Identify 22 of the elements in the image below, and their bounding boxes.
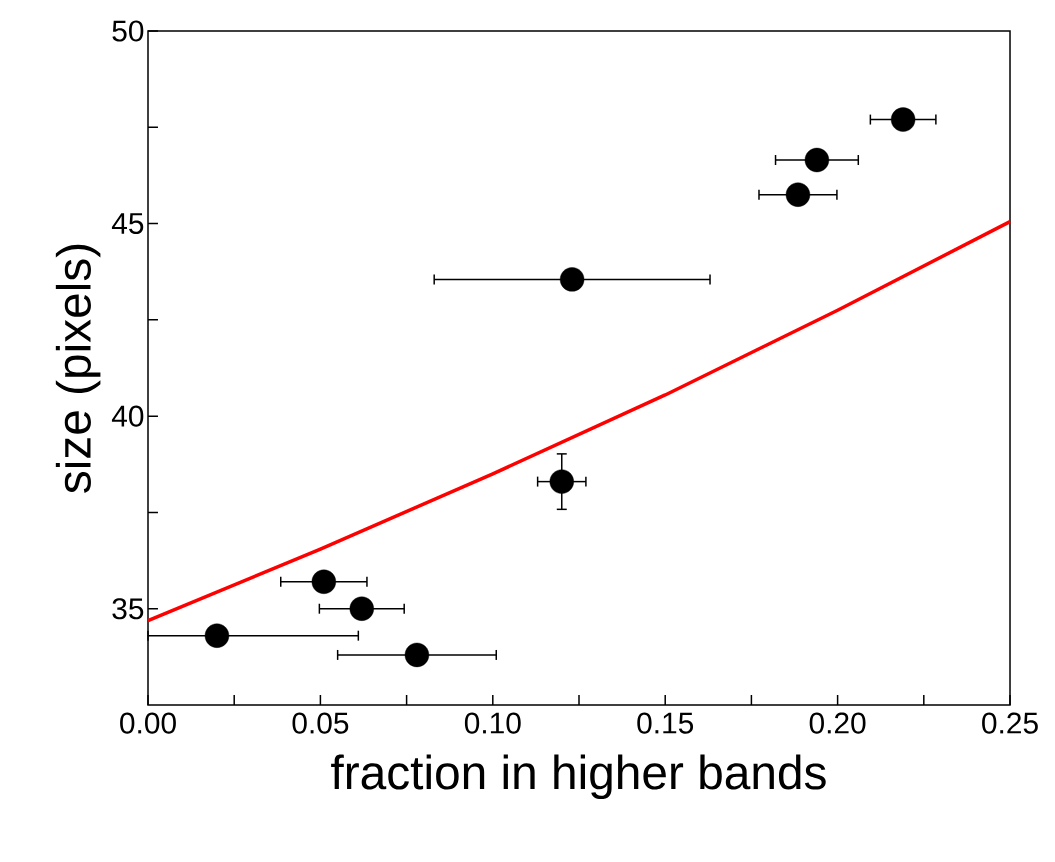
point (804, 147, 830, 173)
point (549, 469, 574, 494)
x-tick-label: 0.15 (637, 712, 694, 734)
point (349, 596, 374, 621)
y-axis-title: size (pixels) (55, 244, 101, 493)
x-tick-label: 0.10 (464, 712, 521, 734)
x-axis-title: fraction in higher bands (331, 754, 826, 800)
x-tick-label: 0.20 (809, 712, 866, 734)
point (785, 182, 811, 207)
point (559, 267, 585, 292)
y-tick-label: 35 (112, 598, 144, 620)
line-series (146, 219, 1012, 623)
x-tick-label: 0.25 (982, 712, 1038, 734)
x-tick-label: 0.05 (292, 712, 349, 734)
point (311, 569, 336, 594)
y-tick-label: 40 (111, 405, 144, 427)
x-tick-label: 0.00 (120, 712, 176, 734)
y-tick-label: 50 (112, 20, 144, 42)
point (204, 623, 230, 648)
point (404, 642, 430, 668)
point (890, 107, 916, 132)
y-tick-label: 45 (111, 213, 144, 234)
